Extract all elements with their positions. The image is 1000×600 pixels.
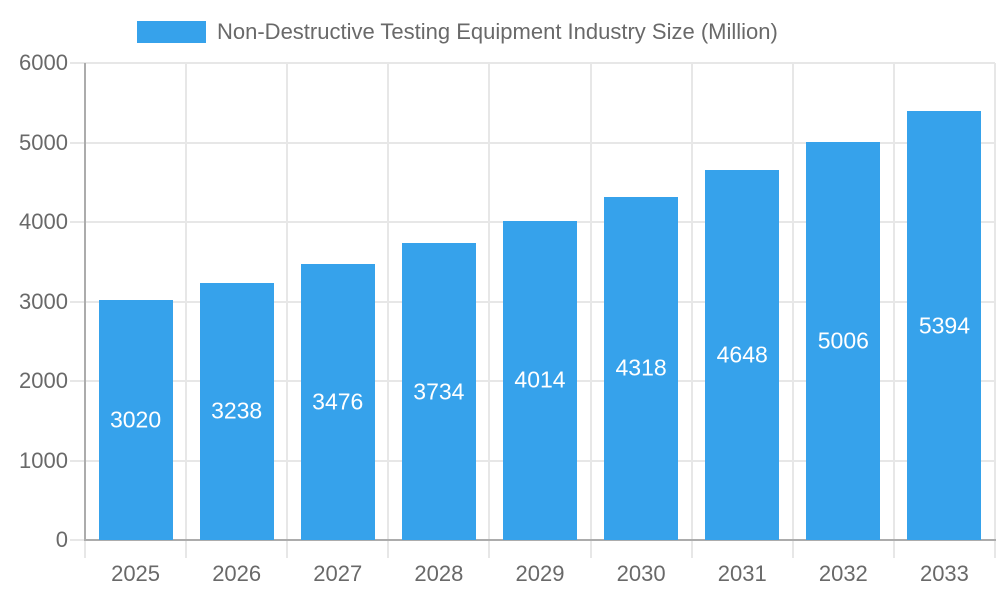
y-tick-label: 5000: [19, 129, 68, 155]
bar-value-label: 3734: [413, 378, 465, 405]
bar-2025[interactable]: 3020: [98, 299, 173, 540]
x-gridline: [690, 63, 693, 558]
y-tick-label: 2000: [19, 368, 68, 393]
bar-value-label: 3238: [211, 397, 263, 424]
y-tick-label: 4000: [19, 209, 68, 234]
y-tick-label: 3000: [19, 288, 68, 314]
x-tick-label: 2033: [919, 561, 969, 586]
x-tick-label: 2026: [212, 561, 262, 586]
x-gridline: [387, 63, 390, 558]
bar-2028[interactable]: 3734: [401, 243, 476, 540]
y-tick-label: 6000: [19, 50, 68, 75]
bar-2030[interactable]: 4318: [604, 196, 679, 540]
y-tick-label: 0: [55, 527, 68, 552]
x-tick-label: 2032: [818, 561, 868, 586]
bar-2032[interactable]: 5006: [806, 142, 881, 540]
x-tick-label: 2027: [313, 561, 363, 586]
x-tick-label: 2028: [414, 561, 464, 586]
bar-value-label: 3020: [109, 406, 162, 433]
bar-2026[interactable]: 3238: [199, 282, 274, 540]
bar-2027[interactable]: 3476: [300, 263, 375, 540]
y-gridline: [70, 141, 995, 144]
x-tick-label: 2025: [111, 561, 161, 586]
x-gridline: [589, 63, 592, 558]
y-gridline: [70, 62, 995, 64]
x-axis-line: [84, 539, 996, 541]
bar-value-label: 5006: [817, 327, 869, 354]
x-tick-label: 2030: [616, 561, 666, 586]
bar-2033[interactable]: 5394: [907, 111, 982, 540]
bar-value-label: 4318: [615, 354, 667, 381]
x-gridline: [286, 63, 289, 558]
x-gridline: [185, 63, 188, 558]
chart-legend[interactable]: Non-Destructive Testing Equipment Indust…: [137, 19, 778, 45]
x-gridline: [791, 63, 794, 558]
bar-2031[interactable]: 4648: [705, 170, 780, 540]
y-tick-label: 1000: [19, 447, 68, 473]
x-gridline: [994, 63, 996, 558]
bar-value-label: 3476: [312, 388, 364, 415]
y-axis-line: [84, 63, 86, 540]
x-gridline: [488, 63, 491, 558]
bar-value-label: 4648: [716, 341, 768, 368]
bar-value-label: 5394: [918, 312, 971, 339]
legend-swatch-icon: [137, 21, 206, 43]
bar-2029[interactable]: 4014: [503, 220, 577, 540]
legend-label: Non-Destructive Testing Equipment Indust…: [217, 19, 778, 44]
x-gridline: [892, 63, 895, 558]
x-tick-label: 2031: [717, 561, 767, 586]
x-tick-label: 2029: [515, 561, 565, 586]
bar-value-label: 4014: [514, 366, 566, 393]
